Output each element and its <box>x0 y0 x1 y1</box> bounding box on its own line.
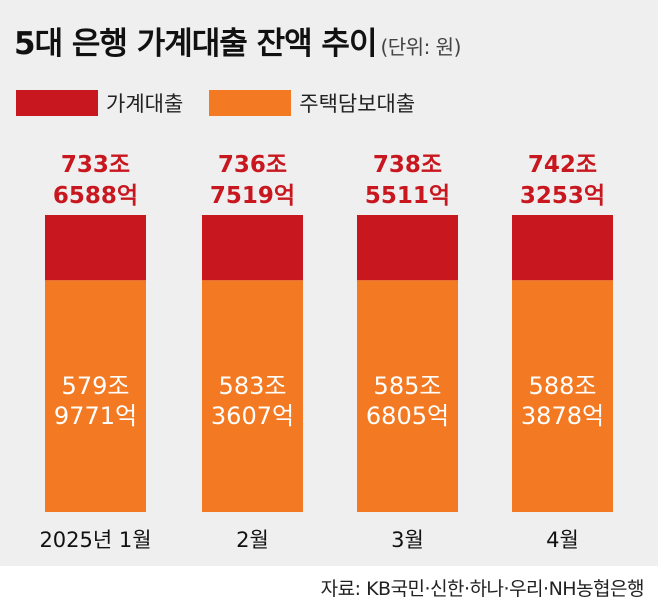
bar-household-3 <box>357 215 458 281</box>
legend-swatch-household <box>16 90 98 116</box>
mortgage-label-line2-2: 3607억 <box>211 402 294 430</box>
mortgage-label-line2-4: 3878억 <box>521 402 604 430</box>
x-tick-label-3: 3월 <box>391 528 424 552</box>
total-label-line1-4: 742조 <box>528 152 597 178</box>
legend-label-mortgage: 주택담보대출 <box>299 92 416 116</box>
mortgage-label-line1-3: 585조 <box>374 372 442 400</box>
mortgage-label-line1-1: 579조 <box>62 372 130 400</box>
total-label-line1-1: 733조 <box>61 152 130 178</box>
mortgage-label-line2-1: 9771억 <box>54 402 137 430</box>
x-tick-label-2: 2월 <box>236 528 269 552</box>
source-note: 자료: KB국민·신한·하나·우리·NH농협은행 <box>320 578 645 600</box>
bar-mortgage-4 <box>512 280 613 512</box>
mortgage-label-line1-4: 588조 <box>529 372 597 400</box>
bar-household-1 <box>45 215 146 281</box>
legend-label-household: 가계대출 <box>106 92 184 116</box>
total-label-line2-3: 5511억 <box>365 183 450 209</box>
bar-household-4 <box>512 215 613 281</box>
total-label-line2-4: 3253억 <box>520 183 605 209</box>
mortgage-label-line1-2: 583조 <box>219 372 287 400</box>
legend: 가계대출 주택담보대출 <box>16 88 441 118</box>
bar-household-2 <box>202 215 303 281</box>
total-label-line1-3: 738조 <box>373 152 442 178</box>
chart-title: 5대 은행 가계대출 잔액 추이 <box>14 26 377 62</box>
bar-mortgage-3 <box>357 280 458 512</box>
total-label-line2-2: 7519억 <box>210 183 295 209</box>
mortgage-label-line2-3: 6805억 <box>366 402 449 430</box>
x-tick-label-4: 4월 <box>546 528 579 552</box>
bar-mortgage-2 <box>202 280 303 512</box>
total-label-line1-2: 736조 <box>218 152 287 178</box>
x-tick-label-1: 2025년 1월 <box>39 528 151 552</box>
legend-item-household: 가계대출 <box>16 88 183 118</box>
total-label-line2-1: 6588억 <box>53 183 138 209</box>
unit-label: (단위: 원) <box>380 35 461 59</box>
bar-mortgage-1 <box>45 280 146 512</box>
legend-item-mortgage: 주택담보대출 <box>209 88 415 118</box>
title-row: 5대 은행 가계대출 잔액 추이 (단위: 원) <box>14 18 461 63</box>
legend-swatch-mortgage <box>209 90 292 116</box>
